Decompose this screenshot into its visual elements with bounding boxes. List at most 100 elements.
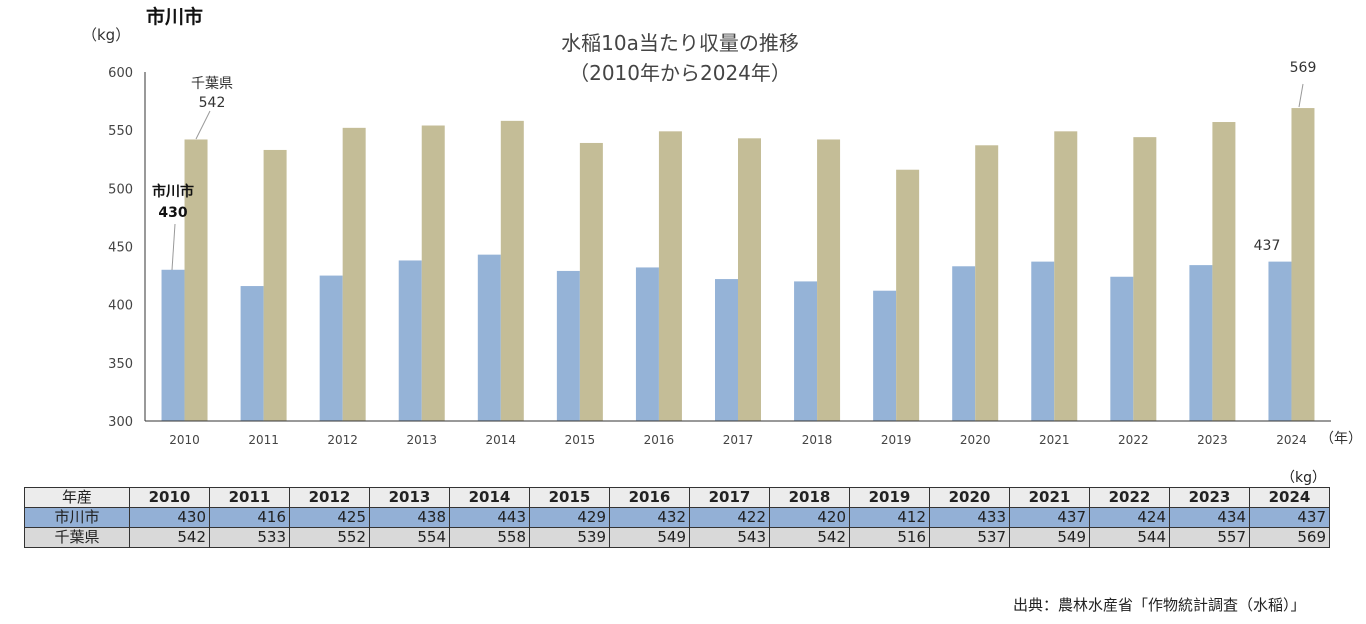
table-cell: 544 (1089, 527, 1170, 548)
x-tick-label: 2015 (565, 433, 596, 447)
table-cell: 543 (689, 527, 770, 548)
bar-city-2014 (477, 254, 501, 421)
x-tick-label: 2020 (960, 433, 991, 447)
bar-pref-2019 (896, 169, 920, 421)
table-cell: 549 (609, 527, 690, 548)
bar-city-2017 (715, 279, 738, 421)
bar-pref-2017 (738, 138, 761, 421)
bar-pref-2013 (421, 125, 445, 421)
x-tick-label: 2017 (723, 433, 754, 447)
table-header-year: 2010 (129, 487, 210, 508)
table-row-label: 千葉県 (24, 527, 130, 548)
y-tick-label: 350 (108, 357, 133, 372)
table-unit: （kg） (1281, 470, 1326, 486)
y-tick-label: 500 (108, 182, 133, 197)
table-header-row: 年産 2010 2011 2012 2013 2014 2015 2016 2017 2018 20… (24, 487, 1330, 508)
x-tick-label: 2016 (644, 433, 675, 447)
bar-pref-2018 (817, 139, 841, 421)
x-tick-label: 2024 (1276, 433, 1307, 447)
bar-chart: 市川市 （kg） 水稲10a当たり収量の推移 （2010年から2024年） 30… (82, 5, 1362, 447)
table-cell: 420 (769, 507, 850, 528)
table-header-year: 2014 (449, 487, 530, 508)
table-header-label: 年産 (24, 487, 130, 508)
bar-city-2023 (1189, 265, 1213, 421)
city-callout-value: 430 (158, 205, 187, 221)
table-cell: 554 (369, 527, 450, 548)
table-cell: 412 (849, 507, 930, 528)
table-cell: 557 (1169, 527, 1250, 548)
table-cell: 433 (929, 507, 1010, 528)
pref-last-value-label: 569 (1290, 60, 1317, 76)
bar-pref-2024 (1291, 108, 1315, 422)
x-tick-label: 2018 (802, 433, 833, 447)
pref-callout-value: 542 (199, 95, 226, 111)
bar-city-2015 (556, 270, 580, 421)
table-cell: 537 (929, 527, 1010, 548)
x-tick-label: 2010 (169, 433, 200, 447)
table-cell: 429 (529, 507, 610, 528)
y-tick-label: 600 (108, 66, 133, 81)
bar-pref-2023 (1212, 122, 1236, 422)
city-callout-name: 市川市 (152, 183, 194, 200)
table-cell: 424 (1089, 507, 1170, 528)
table-cell: 539 (529, 527, 610, 548)
table-cell: 533 (209, 527, 290, 548)
bar-pref-2020 (975, 145, 999, 422)
bar-city-2010 (161, 269, 185, 421)
table-header-year: 2022 (1089, 487, 1170, 508)
source-note: 出典：農林水産省「作物統計調査（水稲）」 (1013, 596, 1306, 614)
pref-last-leader (1298, 83, 1304, 108)
x-tick-label: 2023 (1197, 433, 1228, 447)
table-header-year: 2016 (609, 487, 690, 508)
bar-city-2020 (952, 266, 976, 421)
region-title: 市川市 (146, 5, 203, 28)
table-cell: 516 (849, 527, 930, 548)
table-row-city: 市川市 430 416 425 438 443 429 432 422 420 412 433 437 4… (24, 507, 1330, 528)
table-cell: 569 (1249, 527, 1330, 548)
table-cell: 437 (1249, 507, 1330, 528)
bar-city-2013 (398, 260, 422, 421)
bar-city-2021 (1031, 261, 1055, 421)
x-tick-label: 2012 (327, 433, 358, 447)
bar-city-2016 (635, 267, 659, 421)
table-header-year: 2019 (849, 487, 930, 508)
table-cell: 425 (289, 507, 370, 528)
city-callout-leader (171, 223, 176, 271)
bar-pref-2012 (342, 127, 366, 421)
table-header-year: 2012 (289, 487, 370, 508)
x-tick-label: 2014 (486, 433, 517, 447)
x-tick-label: 2011 (248, 433, 279, 447)
table-cell: 430 (129, 507, 210, 528)
bar-pref-2022 (1133, 137, 1157, 421)
bar-city-2012 (319, 275, 343, 421)
y-tick-label: 550 (108, 124, 133, 139)
bar-city-2019 (873, 290, 897, 421)
table-header-year: 2017 (689, 487, 770, 508)
table-cell: 434 (1169, 507, 1250, 528)
data-table: 年産 2010 2011 2012 2013 2014 2015 2016 2017 2018 20… (24, 487, 1330, 548)
table-header-year: 2013 (369, 487, 450, 508)
bar-city-2024 (1268, 261, 1292, 421)
bar-city-2022 (1110, 276, 1134, 421)
table-cell: 432 (609, 507, 690, 528)
y-tick-label: 400 (108, 299, 133, 314)
x-tick-label: 2022 (1118, 433, 1149, 447)
y-axis-unit-label: （kg） (82, 26, 130, 44)
bar-city-2011 (240, 286, 264, 421)
bar-pref-2011 (263, 149, 287, 421)
chart-title: 水稲10a当たり収量の推移 (561, 31, 799, 55)
city-last-value-label: 437 (1254, 238, 1281, 254)
x-axis-unit-label: （年） (1320, 431, 1362, 447)
table-header-year: 2023 (1169, 487, 1250, 508)
table-header-year: 2011 (209, 487, 290, 508)
x-tick-label: 2013 (406, 433, 437, 447)
chart-subtitle: （2010年から2024年） (569, 61, 791, 85)
bar-pref-2021 (1054, 131, 1078, 421)
table-row-label: 市川市 (24, 507, 130, 528)
table-cell: 542 (769, 527, 850, 548)
bar-pref-2010 (184, 139, 208, 421)
x-tick-label: 2021 (1039, 433, 1070, 447)
table-header-year: 2015 (529, 487, 610, 508)
table-cell: 438 (369, 507, 450, 528)
bar-pref-2014 (500, 120, 524, 422)
